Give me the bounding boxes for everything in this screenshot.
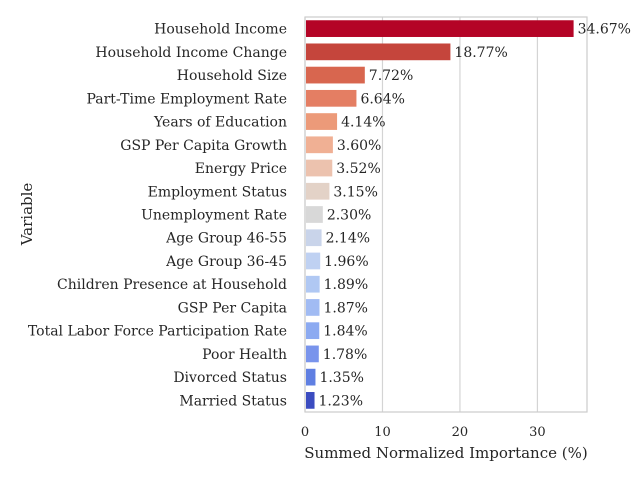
category-label: Part-Time Employment Rate: [86, 91, 287, 107]
value-label: 2.30%: [327, 208, 371, 224]
value-label: 1.87%: [323, 300, 367, 316]
value-label: 34.67%: [578, 22, 631, 38]
value-label: 1.96%: [324, 254, 368, 270]
bar: [306, 43, 451, 61]
category-label: Children Presence at Household: [57, 277, 287, 293]
value-label: 3.52%: [336, 161, 380, 177]
x-tick-labels: 0 10 20 30: [301, 425, 546, 440]
bar: [306, 66, 365, 84]
bar: [306, 322, 320, 340]
category-label: Unemployment Rate: [141, 208, 287, 224]
bar: [306, 182, 330, 200]
value-label: 3.60%: [337, 138, 381, 154]
bar: [306, 345, 319, 363]
value-label: 3.15%: [333, 184, 377, 200]
value-label: 1.84%: [323, 324, 367, 340]
category-label: Energy Price: [195, 161, 287, 177]
value-label: 18.77%: [454, 45, 507, 61]
category-label: GSP Per Capita Growth: [120, 138, 287, 154]
plot-frame: [304, 16, 588, 413]
bar: [306, 229, 322, 247]
bar: [306, 206, 323, 223]
bar: [306, 252, 321, 270]
category-label: GSP Per Capita: [178, 300, 287, 316]
value-label: 6.64%: [360, 91, 404, 107]
bar: [306, 392, 315, 409]
category-label: Household Size: [177, 68, 287, 84]
y-axis-label: Variable: [18, 183, 36, 247]
category-label: Divorced Status: [173, 370, 287, 386]
bar: [306, 299, 320, 316]
category-label: Total Labor Force Participation Rate: [28, 324, 287, 340]
value-label: 1.89%: [324, 277, 368, 293]
category-label: Age Group 46-55: [165, 231, 287, 247]
bar: [306, 113, 338, 130]
value-label: 1.35%: [319, 370, 363, 386]
bars: [306, 20, 574, 409]
category-label: Household Income: [154, 22, 287, 38]
category-label: Employment Status: [148, 184, 287, 200]
bar: [306, 89, 357, 107]
value-label: 4.14%: [341, 115, 385, 131]
category-label: Years of Education: [153, 115, 287, 131]
bar: [306, 368, 316, 386]
category-label: Married Status: [179, 393, 287, 409]
x-tick-label: 10: [374, 425, 391, 440]
x-axis-label: Summed Normalized Importance (%): [304, 444, 587, 462]
category-label: Household Income Change: [95, 45, 287, 61]
bar: [306, 136, 333, 154]
value-label: 1.23%: [319, 393, 363, 409]
x-tick-label: 20: [452, 425, 469, 440]
category-label: Poor Health: [202, 347, 287, 363]
value-label: 1.78%: [323, 347, 367, 363]
value-labels: 34.67% 18.77% 7.72% 6.64% 4.14% 3.60% 3.52% 3.1…: [319, 22, 631, 410]
bar: [306, 275, 320, 293]
x-tick-label: 0: [301, 425, 309, 440]
value-label: 2.14%: [326, 231, 370, 247]
category-labels: Household Income Household Income Change H…: [28, 22, 287, 410]
bar: [306, 159, 333, 177]
bar: [306, 20, 574, 37]
category-label: Age Group 36-45: [165, 254, 287, 270]
x-tick-label: 30: [529, 425, 546, 440]
value-label: 7.72%: [369, 68, 413, 84]
